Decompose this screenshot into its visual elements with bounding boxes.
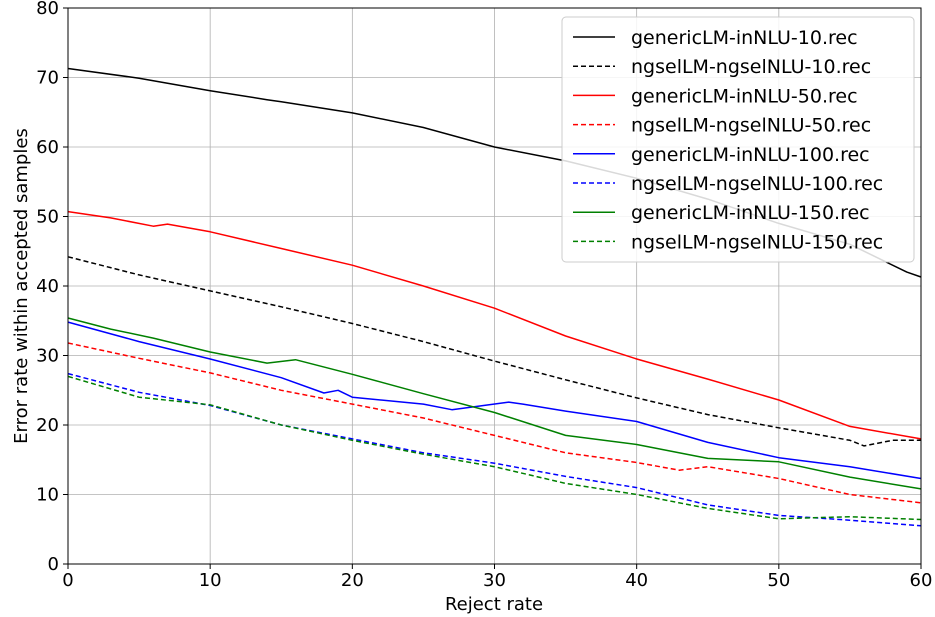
y-tick-label: 80 bbox=[36, 0, 59, 19]
x-tick-label: 60 bbox=[910, 570, 933, 591]
legend-label: genericLM-inNLU-150.rec bbox=[631, 202, 870, 224]
x-axis-label: Reject rate bbox=[445, 594, 543, 615]
y-tick-label: 60 bbox=[36, 137, 59, 158]
y-tick-label: 30 bbox=[36, 346, 59, 367]
y-tick-label: 0 bbox=[48, 554, 59, 575]
legend-label: ngselLM-ngselNLU-150.rec bbox=[631, 231, 883, 253]
legend-label: genericLM-inNLU-100.rec bbox=[631, 144, 870, 166]
series-line-7 bbox=[67, 317, 922, 490]
series-line-8 bbox=[67, 375, 922, 521]
x-tick-label: 30 bbox=[483, 570, 506, 591]
legend-label: genericLM-inNLU-50.rec bbox=[631, 85, 858, 107]
x-tick-label: 0 bbox=[62, 570, 73, 591]
y-tick-label: 70 bbox=[36, 68, 59, 89]
x-tick-label: 10 bbox=[199, 570, 222, 591]
legend-label: ngselLM-ngselNLU-100.rec bbox=[631, 173, 883, 195]
x-tick-label: 20 bbox=[341, 570, 364, 591]
y-tick-label: 10 bbox=[36, 485, 59, 506]
series-line-3 bbox=[67, 210, 922, 440]
legend-label: genericLM-inNLU-10.rec bbox=[631, 27, 858, 49]
x-tick-label: 40 bbox=[625, 570, 648, 591]
series-line-5 bbox=[67, 321, 922, 480]
series-lines bbox=[67, 67, 922, 527]
legend-label: ngselLM-ngselNLU-50.rec bbox=[631, 115, 871, 137]
series-line-4 bbox=[67, 342, 922, 504]
series-line-2 bbox=[67, 256, 921, 447]
legend-label: ngselLM-ngselNLU-10.rec bbox=[631, 56, 871, 78]
y-tick-label: 40 bbox=[36, 276, 59, 297]
x-tick-label: 50 bbox=[767, 570, 790, 591]
axis-ticks: 0 10 20 30 40 50 60 0 10 20 30 40 50 60 70 80 bbox=[36, 0, 932, 591]
y-tick-label: 20 bbox=[36, 415, 59, 436]
legend: genericLM-inNLU-10.rec ngselLM-ngselNLU-1… bbox=[561, 16, 915, 263]
legend-box bbox=[561, 16, 915, 263]
y-axis-label: Error rate within accepted samples bbox=[11, 128, 32, 444]
y-tick-label: 50 bbox=[36, 207, 59, 228]
